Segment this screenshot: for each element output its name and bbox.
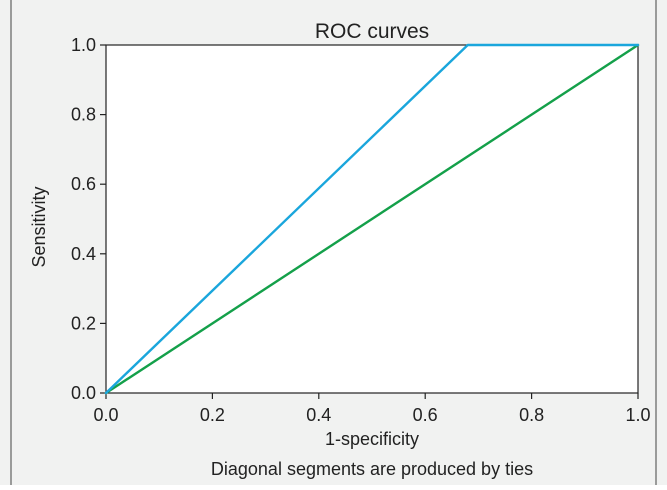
y-tick-label: 0.0 <box>71 383 96 403</box>
y-tick-label: 0.4 <box>71 244 96 264</box>
chart-footnote: Diagonal segments are produced by ties <box>211 459 533 479</box>
x-tick-label: 0.6 <box>413 405 438 425</box>
roc-series-line-1 <box>104 43 640 395</box>
y-tick-label: 1.0 <box>71 35 96 55</box>
x-axis-label: 1-specificity <box>325 429 419 449</box>
y-tick-label: 0.2 <box>71 313 96 333</box>
x-tick-label: 0.0 <box>93 405 118 425</box>
x-tick-label: 1.0 <box>625 405 650 425</box>
y-tick-label: 0.8 <box>71 105 96 125</box>
plot-layer: 0.0 0.2 0.4 0.6 0.8 1.0 0.0 0.2 0.4 0.6 0.8 1.0 <box>71 35 651 425</box>
x-tick-label: 0.4 <box>306 405 331 425</box>
x-tick-label: 0.2 <box>200 405 225 425</box>
y-tick-label: 0.6 <box>71 174 96 194</box>
roc-series-line-2 <box>104 43 640 395</box>
x-tick-label: 0.8 <box>519 405 544 425</box>
chart-title: ROC curves <box>315 20 429 43</box>
y-axis-label: Sensitivity <box>29 186 49 267</box>
